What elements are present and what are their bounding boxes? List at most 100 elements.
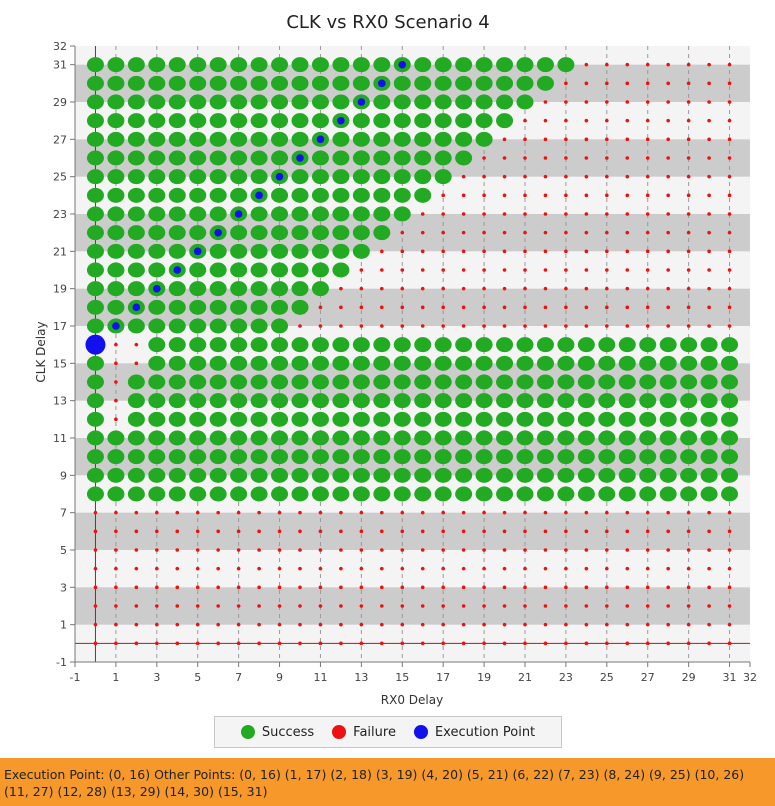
- success-point: [557, 374, 575, 390]
- failure-point: [686, 156, 691, 160]
- success-point: [189, 337, 207, 353]
- success-point: [86, 94, 104, 110]
- failure-point: [195, 641, 200, 646]
- failure-point: [502, 604, 507, 608]
- legend-item-execution-point[interactable]: Execution Point: [413, 725, 535, 740]
- success-point: [332, 131, 350, 147]
- success-point: [434, 467, 452, 483]
- failure-point: [93, 622, 98, 627]
- failure-point: [359, 510, 364, 515]
- success-point: [127, 449, 145, 465]
- failure-point: [686, 174, 691, 179]
- success-point: [271, 206, 289, 222]
- success-point: [86, 169, 104, 185]
- failure-point: [339, 585, 343, 590]
- failure-point: [175, 641, 180, 646]
- success-point: [127, 187, 145, 203]
- tick-labels: -1 1 3 5 7 9 11 13 15 17 19 21 23 25 27 29 31 32-11357911…: [53, 40, 757, 684]
- success-point: [577, 355, 595, 371]
- failure-point: [339, 324, 343, 328]
- success-point: [455, 449, 473, 465]
- failure-point: [502, 622, 507, 627]
- failure-point: [236, 604, 241, 608]
- failure-point: [645, 324, 650, 328]
- success-point: [577, 430, 595, 446]
- failure-point: [686, 249, 691, 254]
- success-point: [271, 150, 289, 166]
- success-point: [434, 393, 452, 409]
- failure-point: [380, 529, 384, 534]
- success-point: [536, 486, 554, 502]
- failure-point: [543, 510, 548, 515]
- success-point: [107, 94, 125, 110]
- success-point: [168, 131, 186, 147]
- success-point: [557, 449, 575, 465]
- success-point: [189, 150, 207, 166]
- failure-point: [645, 548, 650, 552]
- failure-point: [605, 510, 609, 515]
- failure-point: [380, 566, 384, 571]
- success-point: [230, 393, 248, 409]
- failure-point: [114, 585, 118, 590]
- failure-point: [502, 305, 507, 310]
- success-point: [250, 374, 268, 390]
- success-point: [352, 225, 370, 241]
- failure-point: [400, 641, 405, 646]
- success-point: [230, 243, 248, 259]
- success-point: [516, 411, 534, 427]
- y-tick-label: 11: [53, 432, 67, 445]
- success-point: [373, 449, 391, 465]
- success-point: [311, 411, 329, 427]
- success-point: [455, 355, 473, 371]
- grid-lines: [115, 46, 731, 662]
- success-point: [168, 449, 186, 465]
- failure-point: [380, 604, 384, 608]
- success-point: [352, 337, 370, 353]
- success-point: [659, 486, 677, 502]
- failure-point: [686, 622, 691, 627]
- failure-point: [625, 622, 630, 627]
- success-point: [148, 169, 166, 185]
- failure-point: [686, 100, 691, 104]
- legend-item-failure[interactable]: Failure: [332, 725, 396, 740]
- failure-point: [134, 529, 139, 534]
- failure-point: [707, 118, 711, 123]
- success-point: [148, 262, 166, 278]
- success-point: [127, 113, 145, 129]
- failure-point: [543, 212, 548, 216]
- failure-point: [339, 305, 343, 310]
- success-point: [475, 75, 493, 91]
- success-point: [577, 449, 595, 465]
- failure-point: [707, 62, 711, 67]
- failure-point: [605, 137, 609, 142]
- success-point: [332, 94, 350, 110]
- failure-point: [523, 137, 527, 142]
- failure-point: [236, 641, 241, 646]
- failure-point: [359, 529, 364, 534]
- failure-point: [564, 604, 568, 608]
- success-point: [168, 169, 186, 185]
- failure-point: [584, 268, 589, 272]
- failure-point: [625, 212, 630, 216]
- success-point: [598, 337, 616, 353]
- success-point: [271, 393, 289, 409]
- success-point: [107, 113, 125, 129]
- success-point: [271, 225, 289, 241]
- failure-point: [727, 137, 732, 142]
- success-point: [352, 57, 370, 73]
- failure-point: [155, 585, 159, 590]
- success-point: [496, 411, 514, 427]
- failure-point: [400, 585, 405, 590]
- legend-item-success[interactable]: Success: [240, 725, 314, 740]
- legend-label-failure: Failure: [353, 724, 396, 740]
- failure-point: [155, 604, 159, 608]
- failure-point: [625, 566, 630, 571]
- failure-point: [686, 268, 691, 272]
- failure-point: [114, 510, 118, 515]
- failure-point: [339, 548, 343, 552]
- failure-point: [277, 566, 282, 571]
- success-point: [311, 430, 329, 446]
- failure-point: [727, 230, 732, 235]
- failure-point: [707, 174, 711, 179]
- success-point: [721, 337, 739, 353]
